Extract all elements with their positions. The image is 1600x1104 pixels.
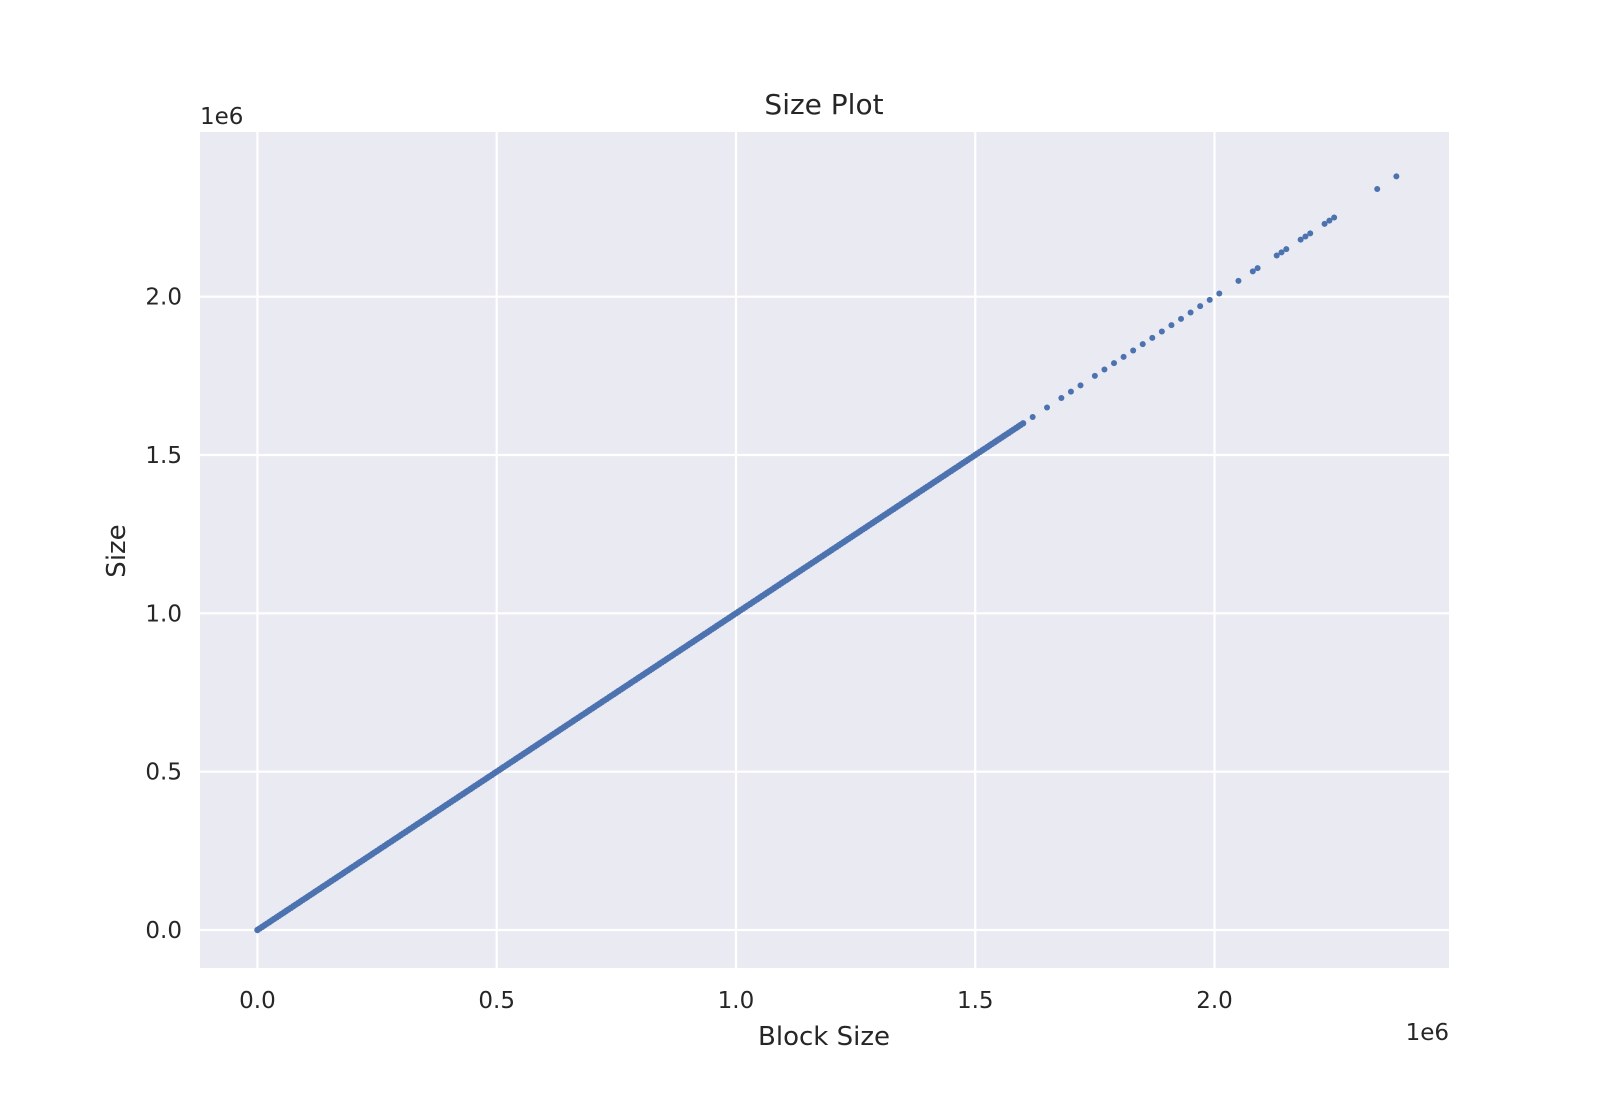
data-point (1178, 315, 1185, 322)
x-tick-label: 0.0 (239, 988, 276, 1014)
data-point (1216, 290, 1223, 297)
data-points (254, 173, 1400, 934)
x-tick-label: 0.5 (478, 988, 515, 1014)
data-point (1187, 309, 1194, 316)
data-point (1019, 420, 1027, 427)
chart-title: Size Plot (764, 88, 883, 121)
data-point (1101, 366, 1108, 373)
data-point (1130, 347, 1137, 354)
data-point (1278, 249, 1285, 256)
y-tick-label: 1.5 (145, 443, 182, 469)
data-point (1206, 296, 1213, 303)
data-point (1168, 322, 1175, 329)
x-tick-label: 1.0 (718, 988, 755, 1014)
x-tick-label: 2.0 (1196, 988, 1233, 1014)
data-point (1077, 382, 1084, 389)
data-point (1235, 277, 1242, 284)
data-point (1302, 233, 1309, 240)
data-point (1297, 236, 1304, 243)
data-point (1321, 220, 1328, 227)
data-point (1331, 214, 1338, 221)
data-point (1067, 388, 1074, 395)
data-point (1283, 246, 1290, 253)
data-point (1249, 268, 1256, 275)
data-point (1058, 395, 1065, 401)
x-axis-label: Block Size (758, 1022, 890, 1052)
data-point (1273, 252, 1280, 259)
data-point (1393, 173, 1400, 180)
data-point (1158, 328, 1165, 335)
y-tick-label: 0.5 (145, 760, 182, 786)
x-offset-label: 1e6 (1406, 1020, 1449, 1046)
grid-lines (200, 132, 1449, 968)
data-point (1139, 341, 1146, 348)
x-tick-labels: 0.0 0.5 1.0 1.5 2.0 (239, 988, 1233, 1014)
y-tick-label: 0.0 (145, 918, 182, 944)
y-offset-label: 1e6 (200, 104, 243, 130)
data-point (1091, 372, 1098, 379)
data-point (1307, 230, 1314, 237)
data-point (1029, 414, 1036, 420)
y-tick-labels: 0.0 0.5 1.0 1.5 2.0 (145, 285, 182, 944)
data-point (1120, 353, 1127, 360)
data-point (1111, 360, 1118, 367)
data-point (1254, 265, 1261, 272)
data-point (1326, 217, 1333, 224)
x-tick-label: 1.5 (957, 988, 994, 1014)
y-tick-label: 2.0 (145, 285, 182, 311)
y-tick-label: 1.0 (145, 601, 182, 627)
y-axis-label: Size (102, 524, 132, 577)
data-point (1374, 186, 1381, 192)
data-point (1149, 334, 1156, 341)
data-point (1044, 404, 1051, 411)
data-point (1197, 303, 1204, 310)
